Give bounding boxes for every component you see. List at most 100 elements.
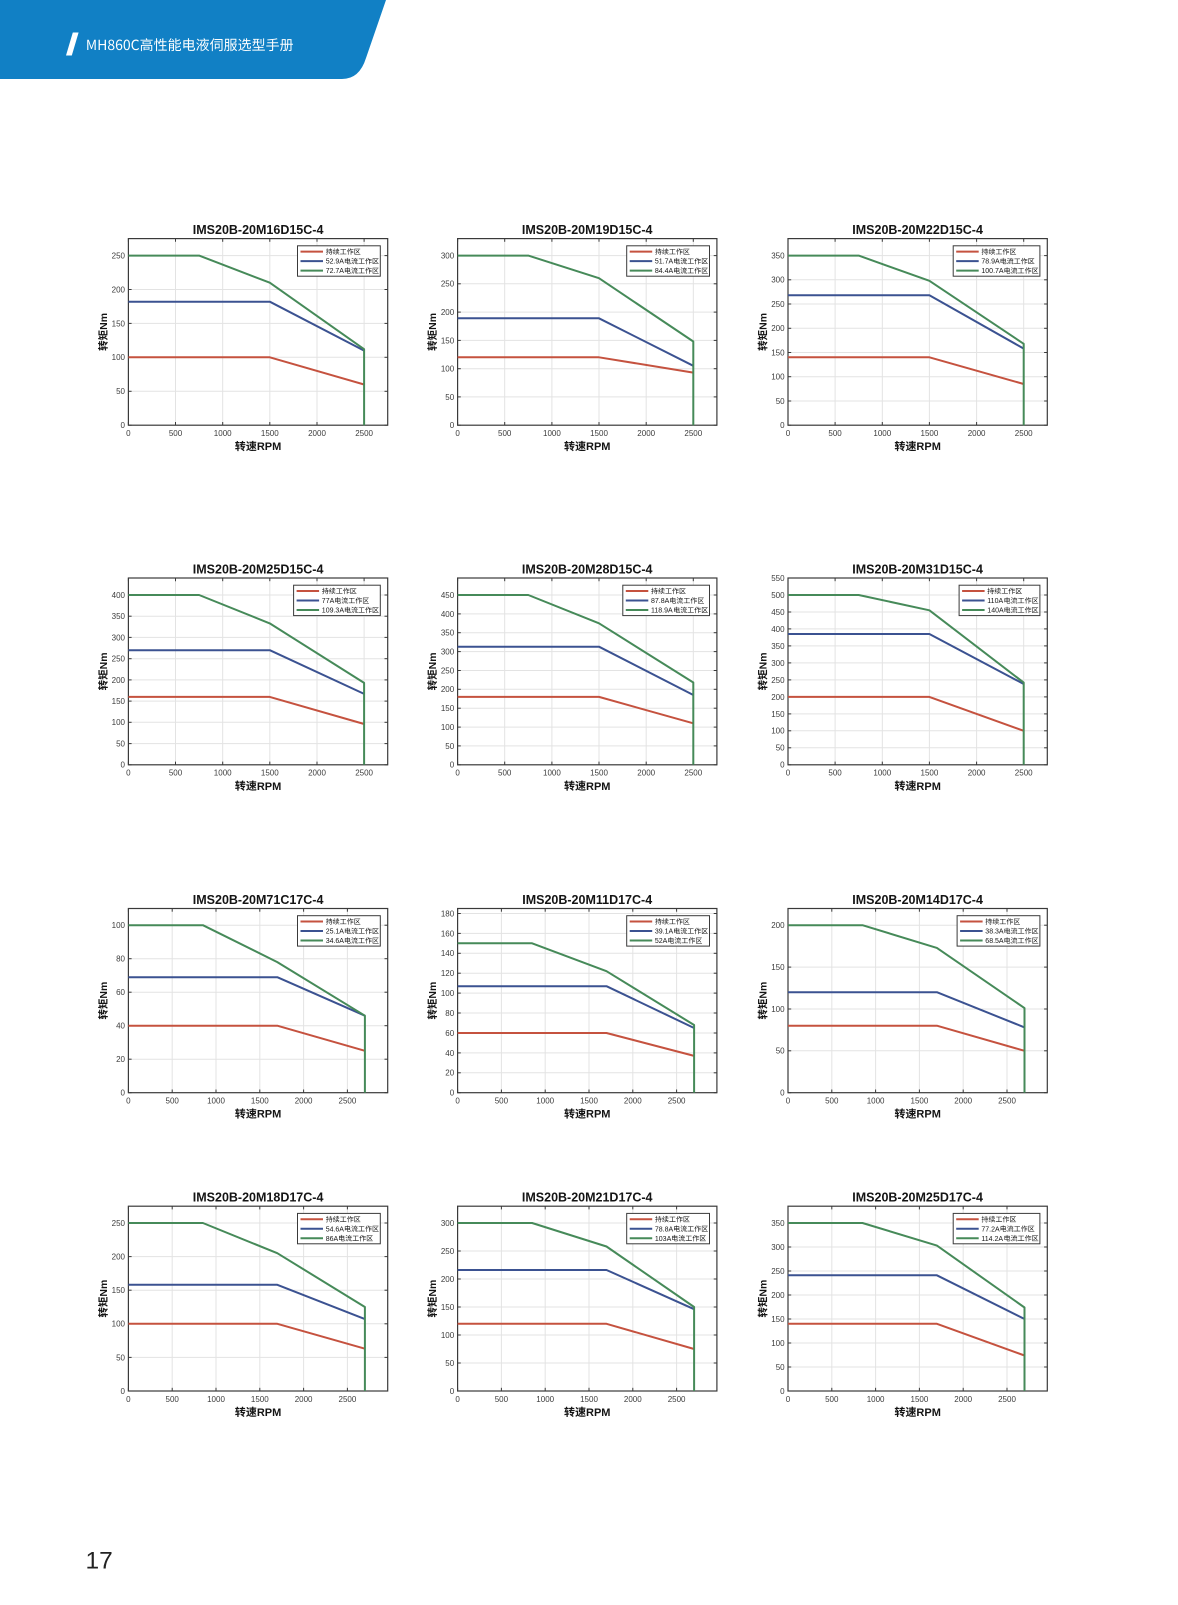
svg-text:1000: 1000 <box>207 1395 225 1404</box>
svg-text:IMS20B-20M25D15C-4: IMS20B-20M25D15C-4 <box>193 562 324 576</box>
svg-text:100: 100 <box>441 989 455 998</box>
svg-text:2500: 2500 <box>668 1097 686 1106</box>
svg-text:300: 300 <box>771 1243 785 1252</box>
svg-text:200: 200 <box>441 308 455 317</box>
svg-text:0: 0 <box>450 1387 455 1396</box>
svg-text:80: 80 <box>445 1009 454 1018</box>
svg-text:2000: 2000 <box>295 1395 313 1404</box>
svg-text:0: 0 <box>455 429 460 438</box>
svg-text:1000: 1000 <box>867 1395 885 1404</box>
svg-text:0: 0 <box>780 1387 785 1396</box>
svg-text:0: 0 <box>786 1395 791 1404</box>
svg-text:17: 17 <box>86 1547 113 1574</box>
svg-text:2000: 2000 <box>308 769 326 778</box>
svg-text:100: 100 <box>112 353 126 362</box>
svg-text:200: 200 <box>771 693 785 702</box>
svg-text:IMS20B-20M31D15C-4: IMS20B-20M31D15C-4 <box>852 562 983 576</box>
svg-text:300: 300 <box>771 276 785 285</box>
svg-text:0: 0 <box>455 769 460 778</box>
svg-text:300: 300 <box>771 659 785 668</box>
svg-text:50: 50 <box>116 1353 125 1362</box>
svg-text:IMS20B-20M18D17C-4: IMS20B-20M18D17C-4 <box>193 1191 324 1205</box>
svg-text:RPM: RPM <box>257 781 281 793</box>
svg-text:RPM: RPM <box>257 1407 281 1419</box>
svg-text:0: 0 <box>126 769 131 778</box>
svg-text:0: 0 <box>126 1395 131 1404</box>
svg-text:1500: 1500 <box>580 1395 598 1404</box>
svg-text:IMS20B-20M19D15C-4: IMS20B-20M19D15C-4 <box>522 223 653 237</box>
svg-text:400: 400 <box>441 610 455 619</box>
svg-text:RPM: RPM <box>586 781 610 793</box>
svg-text:100: 100 <box>112 1320 126 1329</box>
svg-text:2000: 2000 <box>295 1097 313 1106</box>
svg-text:150: 150 <box>771 1315 785 1324</box>
svg-text:300: 300 <box>441 1219 455 1228</box>
svg-text:RPM: RPM <box>586 1109 610 1121</box>
svg-text:Nm: Nm <box>427 1280 439 1297</box>
svg-text:500: 500 <box>498 429 512 438</box>
svg-text:1500: 1500 <box>911 1097 929 1106</box>
svg-text:2500: 2500 <box>684 429 702 438</box>
svg-text:118.9A: 118.9A <box>651 608 673 615</box>
svg-text:500: 500 <box>825 1395 839 1404</box>
svg-text:250: 250 <box>112 655 126 664</box>
svg-text:100: 100 <box>771 373 785 382</box>
svg-text:50: 50 <box>116 387 125 396</box>
svg-text:40: 40 <box>116 1022 125 1031</box>
svg-text:109.3A: 109.3A <box>322 608 345 615</box>
svg-text:1000: 1000 <box>214 429 232 438</box>
svg-text:0: 0 <box>780 761 785 770</box>
svg-text:550: 550 <box>771 574 785 583</box>
svg-text:80: 80 <box>116 955 125 964</box>
svg-text:150: 150 <box>112 319 126 328</box>
svg-text:500: 500 <box>169 429 183 438</box>
svg-text:150: 150 <box>441 704 455 713</box>
svg-text:IMS20B-20M11D17C-4: IMS20B-20M11D17C-4 <box>522 893 652 907</box>
svg-text:150: 150 <box>771 348 785 357</box>
svg-text:50: 50 <box>776 1047 785 1056</box>
svg-text:250: 250 <box>441 280 455 289</box>
svg-text:200: 200 <box>771 921 785 930</box>
svg-text:0: 0 <box>126 1097 131 1106</box>
svg-text:IMS20B-20M28D15C-4: IMS20B-20M28D15C-4 <box>522 562 653 576</box>
svg-text:0: 0 <box>780 1089 785 1098</box>
svg-text:400: 400 <box>112 591 126 600</box>
svg-text:2500: 2500 <box>998 1097 1016 1106</box>
svg-text:250: 250 <box>112 1219 126 1228</box>
svg-text:0: 0 <box>786 1097 791 1106</box>
svg-text:1000: 1000 <box>543 769 561 778</box>
svg-text:0: 0 <box>126 429 131 438</box>
svg-text:200: 200 <box>771 324 785 333</box>
svg-text:2000: 2000 <box>637 769 655 778</box>
svg-text:300: 300 <box>441 648 455 657</box>
svg-text:2000: 2000 <box>954 1395 972 1404</box>
svg-text:IMS20B-20M22D15C-4: IMS20B-20M22D15C-4 <box>852 223 983 237</box>
svg-text:0: 0 <box>786 769 791 778</box>
svg-text:140: 140 <box>441 949 455 958</box>
svg-text:500: 500 <box>771 591 785 600</box>
svg-text:250: 250 <box>771 676 785 685</box>
svg-text:350: 350 <box>441 629 455 638</box>
svg-text:2000: 2000 <box>308 429 326 438</box>
svg-text:250: 250 <box>441 1247 455 1256</box>
svg-text:450: 450 <box>441 591 455 600</box>
svg-text:1000: 1000 <box>867 1097 885 1106</box>
svg-text:110A: 110A <box>987 598 1003 605</box>
svg-text:2000: 2000 <box>954 1097 972 1106</box>
svg-text:160: 160 <box>441 929 455 938</box>
svg-text:1000: 1000 <box>873 429 891 438</box>
svg-text:1000: 1000 <box>543 429 561 438</box>
svg-text:500: 500 <box>169 769 183 778</box>
svg-text:114.2A: 114.2A <box>981 1236 1003 1243</box>
svg-text:350: 350 <box>112 612 126 621</box>
svg-text:0: 0 <box>121 421 126 430</box>
svg-text:103A: 103A <box>655 1236 672 1243</box>
svg-text:250: 250 <box>771 1267 785 1276</box>
svg-text:Nm: Nm <box>98 313 110 330</box>
svg-text:77A: 77A <box>322 598 335 605</box>
svg-text:IMS20B-20M16D15C-4: IMS20B-20M16D15C-4 <box>193 223 324 237</box>
svg-text:150: 150 <box>441 1303 455 1312</box>
svg-text:0: 0 <box>455 1097 460 1106</box>
svg-text:2000: 2000 <box>968 429 986 438</box>
svg-text:78.9A: 78.9A <box>981 259 1000 266</box>
